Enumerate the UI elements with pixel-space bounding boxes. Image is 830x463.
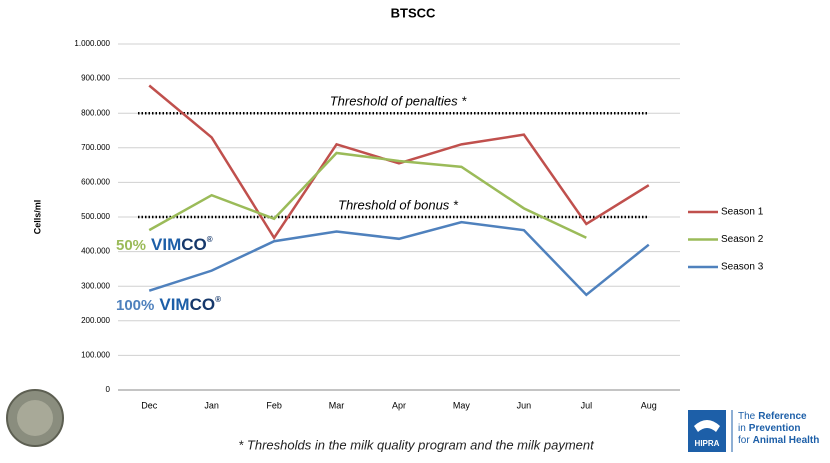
y-tick-label: 600.000 [81, 178, 110, 187]
y-tick-label: 400.000 [81, 247, 110, 256]
left-logo [7, 390, 63, 446]
legend-label: Season 2 [721, 234, 764, 245]
logo-seal-inner [17, 400, 53, 436]
y-tick-label: 100.000 [81, 351, 110, 360]
y-tick-label: 300.000 [81, 281, 110, 290]
y-axis-label: Cells/ml [32, 200, 42, 235]
series-line [149, 153, 586, 238]
annotation-percent: 50% [116, 237, 146, 254]
y-tick-label: 800.000 [81, 108, 110, 117]
x-tick-label: Jan [204, 400, 219, 410]
x-tick-label: Dec [141, 400, 158, 410]
y-tick-label: 500.000 [81, 212, 110, 221]
x-tick-label: Jul [581, 400, 593, 410]
y-tick-label: 0 [106, 385, 111, 394]
hipra-name: HIPRA [695, 439, 720, 448]
x-tick-label: Apr [392, 400, 406, 410]
chart: BTSCC Cells/ml * Thresholds in the milk … [0, 0, 830, 463]
tagline-plain: in [738, 423, 746, 434]
legend-label: Season 1 [721, 207, 764, 218]
y-tick-label: 1.000.000 [74, 39, 110, 48]
tagline-plain: The [738, 411, 756, 422]
tagline-bold: Animal Health [753, 435, 820, 446]
threshold-label: Threshold of penalties * [330, 94, 468, 109]
x-tick-label: May [453, 400, 471, 410]
footnote: * Thresholds in the milk quality program… [238, 437, 595, 452]
chart-title: BTSCC [391, 5, 436, 20]
annotation-mark: ® [215, 295, 221, 304]
x-tick-label: Jun [517, 400, 532, 410]
annotation-brand: CO [181, 235, 207, 254]
annotation-brand: VIM [151, 235, 181, 254]
x-tick-label: Mar [329, 400, 345, 410]
tagline-plain: for [738, 435, 750, 446]
tagline-bold: Prevention [749, 423, 801, 434]
x-tick-label: Feb [266, 400, 282, 410]
annotation-percent: 100% [116, 297, 154, 314]
vimco-annotation: 50% VIMCO® [116, 235, 213, 254]
y-tick-label: 200.000 [81, 316, 110, 325]
annotation-brand: VIM [159, 295, 189, 314]
y-tick-label: 700.000 [81, 143, 110, 152]
tagline-bold: Reference [758, 411, 807, 422]
annotation-brand: CO [190, 295, 216, 314]
y-tick-label: 900.000 [81, 74, 110, 83]
threshold-label: Threshold of bonus * [338, 197, 459, 212]
vimco-annotation: 100% VIMCO® [116, 295, 221, 314]
annotation-mark: ® [207, 235, 213, 244]
x-tick-label: Aug [641, 400, 657, 410]
hipra-logo: HIPRA [688, 410, 732, 452]
legend-label: Season 3 [721, 262, 764, 273]
